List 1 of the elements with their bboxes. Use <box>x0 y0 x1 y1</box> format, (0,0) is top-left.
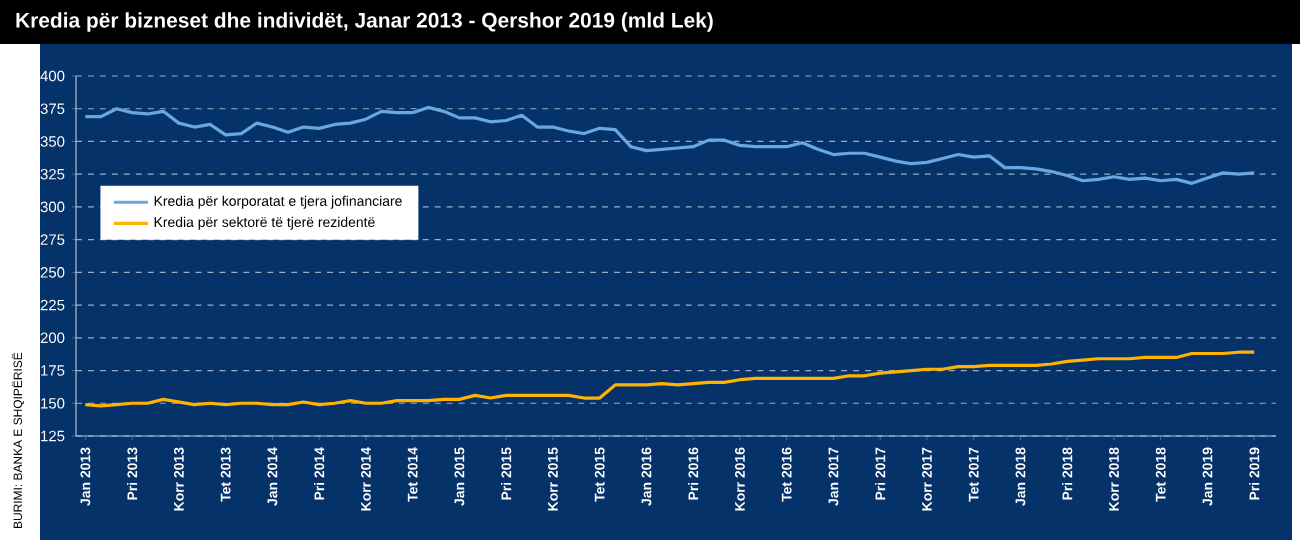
chart-title: Kredia për bizneset dhe individët, Janar 2013 - Qershor 2019 (mld Lek) <box>16 12 713 32</box>
